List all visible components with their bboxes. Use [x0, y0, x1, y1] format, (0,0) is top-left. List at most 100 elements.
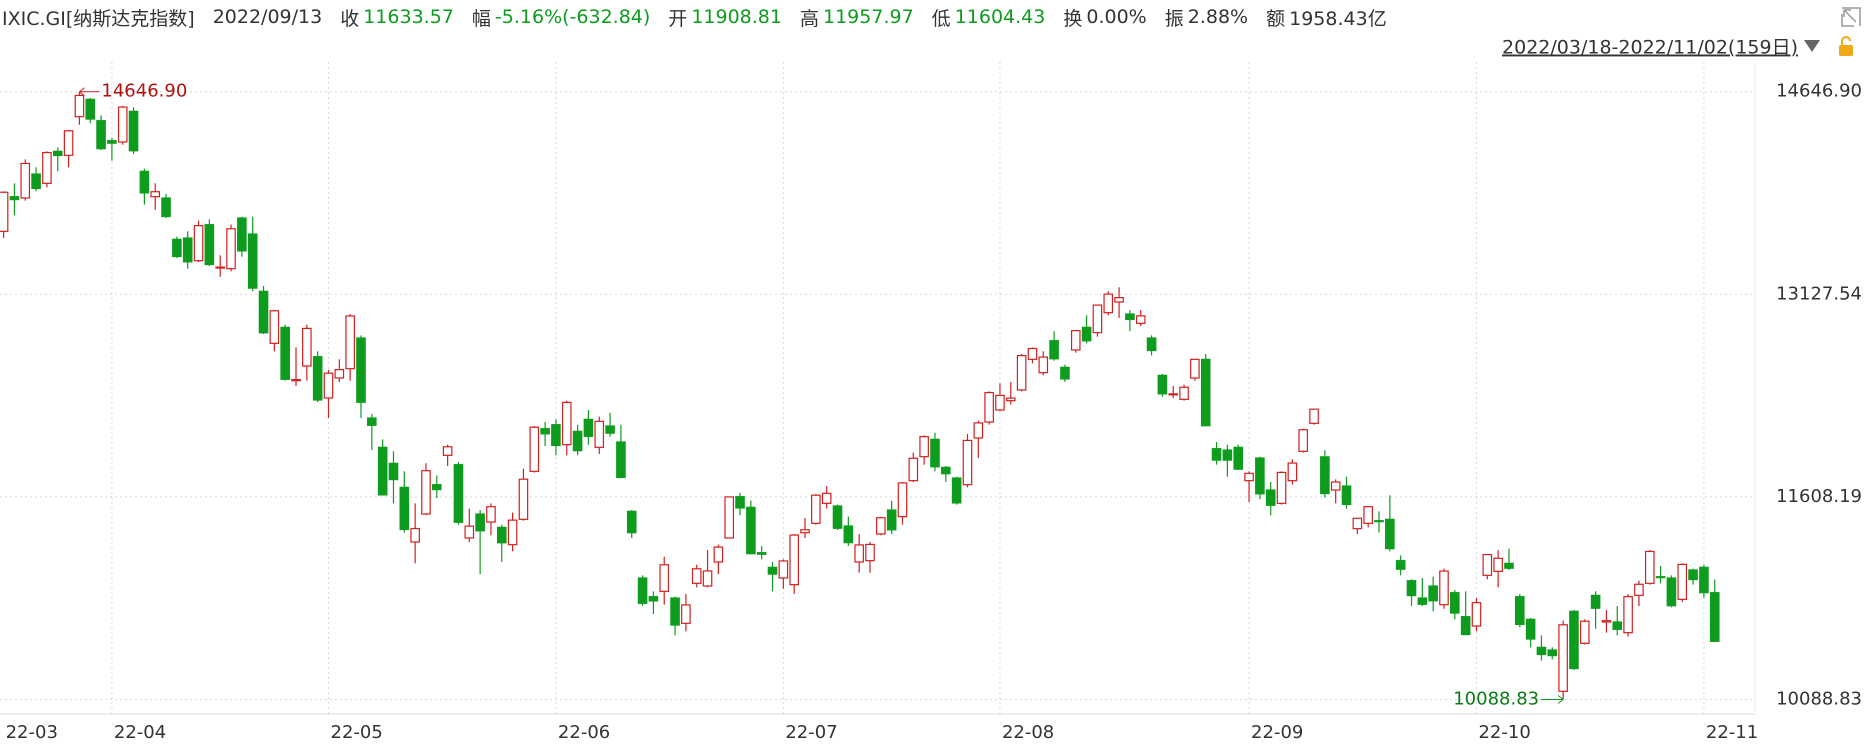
candle-body — [237, 217, 247, 252]
candle-body — [1265, 489, 1276, 506]
candle-body — [1699, 566, 1709, 594]
y-tick-label: 10088.83 — [1776, 688, 1862, 709]
candle-body — [561, 401, 572, 446]
candle-body — [1341, 485, 1352, 505]
candle-body — [193, 225, 204, 262]
y-tick-label: 13127.54 — [1776, 283, 1862, 304]
candle-body — [388, 462, 399, 481]
candle-body — [876, 517, 886, 535]
candle-body — [724, 496, 735, 539]
candle-body — [1179, 386, 1189, 400]
expand-icon[interactable] — [1841, 7, 1861, 27]
candle-body — [1666, 577, 1677, 607]
candle-body — [1417, 597, 1428, 605]
field-label: 开 — [668, 7, 688, 30]
max-label: 14646.90 — [101, 81, 187, 102]
candle-body — [735, 496, 745, 509]
candle-body — [626, 510, 637, 534]
candle-body — [1644, 550, 1655, 584]
candle-body — [0, 191, 9, 232]
range-dropdown[interactable] — [1804, 40, 1820, 52]
candle-body — [453, 464, 464, 523]
candle-body — [204, 224, 215, 266]
candle-body — [518, 478, 529, 520]
candle-body — [1439, 570, 1449, 606]
candle-body — [410, 527, 420, 543]
candle-body — [1590, 594, 1601, 609]
candle-body — [1211, 448, 1222, 461]
candle-body — [1558, 624, 1568, 692]
candle-body — [150, 191, 161, 198]
candle-body — [1060, 366, 1070, 380]
candle-body — [377, 446, 388, 496]
candle-body — [941, 466, 951, 475]
candle-body — [1514, 596, 1525, 626]
candle-body — [811, 494, 821, 524]
candle-body — [215, 266, 225, 269]
candle-body — [63, 130, 74, 156]
candle-body — [117, 106, 128, 143]
candle-body — [1125, 313, 1135, 321]
candle-body — [843, 525, 854, 544]
field-value: 11633.57 — [363, 6, 454, 28]
candle-body — [139, 170, 150, 194]
x-tick-label: 22-09 — [1251, 722, 1303, 743]
candle-body — [302, 327, 312, 367]
candle-body — [399, 486, 410, 531]
candle-body — [74, 94, 85, 118]
candle-body — [681, 604, 691, 624]
candle-body — [1114, 297, 1124, 303]
x-tick-label: 22-05 — [331, 722, 383, 743]
candle-body — [702, 570, 713, 587]
candle-body — [691, 568, 702, 584]
candle-body — [356, 337, 366, 403]
candle-body — [1601, 620, 1612, 623]
candle-body — [529, 426, 540, 472]
candle-body — [1385, 518, 1395, 550]
candle-body — [52, 150, 63, 157]
candle-body — [182, 237, 193, 263]
candle-body — [1374, 520, 1384, 523]
candle-body — [886, 509, 897, 531]
candle-body — [1330, 481, 1341, 491]
date-range[interactable]: 2022/03/18-2022/11/02(159日) — [1502, 37, 1798, 59]
candle-body — [96, 120, 106, 150]
candle-body — [540, 428, 550, 435]
candle-body — [258, 290, 269, 334]
field-label: 收 — [340, 7, 360, 30]
candle-body — [637, 577, 648, 604]
candle-body — [1709, 592, 1720, 642]
candle-body — [128, 110, 139, 152]
x-tick-label: 22-04 — [114, 722, 166, 743]
candle-body — [572, 430, 583, 452]
field-label: 高 — [799, 7, 819, 30]
candle-body — [161, 197, 171, 218]
candle-body — [1547, 649, 1558, 657]
candle-body — [1352, 517, 1363, 530]
candle-body — [507, 519, 518, 546]
candle-body — [1482, 553, 1493, 576]
candle-body — [1493, 557, 1503, 572]
candle-body — [31, 173, 41, 189]
candle-body — [432, 484, 442, 491]
candle-body — [1320, 456, 1330, 495]
candle-body — [42, 151, 52, 184]
candle-body — [1363, 506, 1373, 524]
candle-body — [486, 506, 496, 523]
candle-body — [247, 233, 258, 289]
field-value: 11604.43 — [954, 6, 1046, 28]
candle-body — [1309, 408, 1319, 424]
candle-body — [334, 369, 345, 379]
candle-body — [421, 470, 431, 515]
symbol: IXIC.GI[纳斯达克指数] — [2, 7, 195, 30]
candle-body — [995, 394, 1005, 411]
field-value: -5.16%(-632.84) — [494, 6, 651, 28]
candle-body — [670, 597, 680, 626]
min-pointer — [1541, 695, 1564, 704]
min-label: 10088.83 — [1453, 688, 1539, 709]
candle-body — [1688, 569, 1698, 581]
field-value: 2.88% — [1187, 6, 1249, 28]
lock-icon[interactable] — [1839, 36, 1853, 56]
candle-body — [865, 543, 875, 562]
